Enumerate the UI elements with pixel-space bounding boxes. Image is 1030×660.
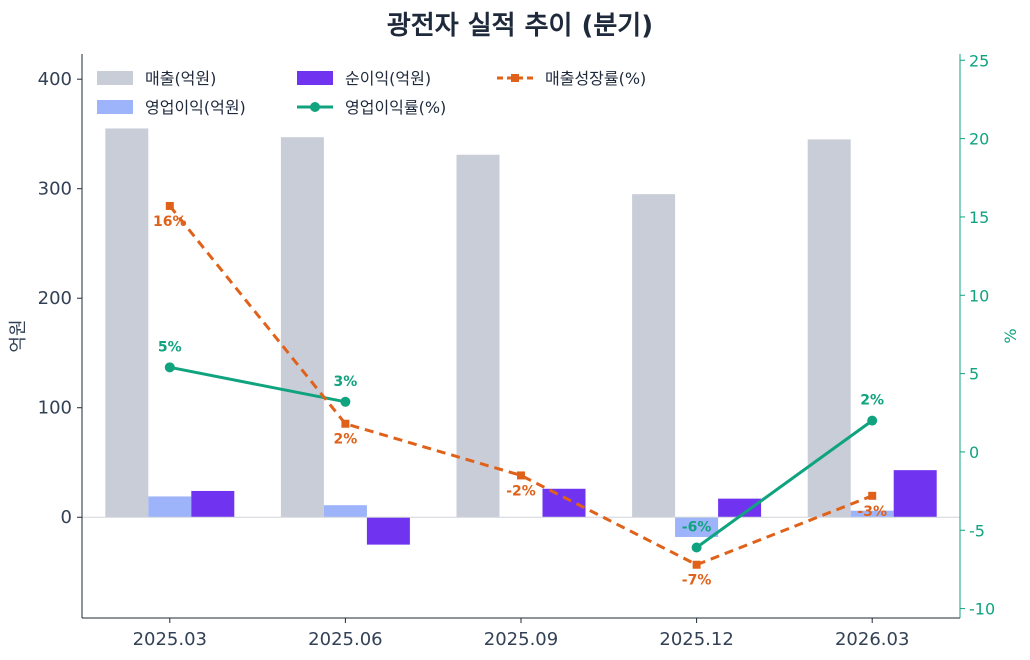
y-axis-left-label: 억원 [8, 319, 29, 352]
bar-revenue-1 [280, 137, 324, 518]
marker-op-margin-4 [867, 415, 878, 426]
marker-rev-growth-0 [165, 201, 174, 210]
marker-rev-growth-1 [341, 419, 350, 428]
legend-label-2: 순이익(억원) [345, 69, 431, 88]
legend-swatch-1 [97, 100, 133, 114]
bar-operating-profit-1 [323, 505, 367, 518]
y-axis-right-label: % [1001, 328, 1020, 343]
lines-layer [164, 201, 878, 569]
x-tick-label-0: 2025.03 [133, 629, 207, 650]
bar-revenue-0 [105, 128, 149, 518]
bar-net-income-1 [366, 517, 410, 545]
marker-rev-growth-2 [517, 471, 525, 480]
y-left-tick-label-4: 400 [38, 69, 72, 90]
legend-label-4: 매출성장률(%) [545, 69, 646, 88]
y-right-tick-label-1: -5 [969, 521, 985, 540]
bar-net-income-0 [191, 490, 235, 518]
legend-label-3: 영업이익률(%) [345, 98, 446, 117]
marker-op-margin-1 [340, 396, 351, 407]
line-rev-growth-segment-0 [168, 205, 873, 567]
data-label-op-margin-0: 5% [158, 339, 182, 355]
y-right-tick-label-4: 10 [969, 286, 989, 305]
marker-op-margin-0 [164, 362, 175, 373]
marker-rev-growth-3 [692, 560, 701, 569]
data-label-rev-growth-2: -2% [506, 483, 536, 499]
bar-operating-profit-4 [850, 510, 894, 518]
data-label-rev-growth-3: -7% [682, 573, 712, 589]
y-right-tick-label-3: 5 [969, 365, 979, 384]
bar-net-income-4 [893, 470, 937, 518]
line-op-margin-segment-1 [695, 419, 874, 549]
y-right-tick-label-7: 25 [969, 51, 989, 70]
data-label-rev-growth-0: 16% [153, 214, 187, 230]
data-label-op-margin-4: 2% [860, 393, 884, 409]
bar-revenue-2 [456, 154, 500, 518]
x-tick-label-4: 2026.03 [835, 629, 909, 650]
legend-marker-3 [310, 102, 320, 112]
data-label-op-margin-1: 3% [334, 374, 358, 390]
axes-layer: 0 100 200 300 400 -10 -5 0 5 10 15 20 25 2025.03 2025.… [8, 51, 1020, 650]
legend-swatch-0 [97, 71, 133, 85]
chart-title: 광전자 실적 추이 (분기) [387, 11, 653, 41]
legend-label-1: 영업이익(억원) [145, 98, 246, 117]
data-label-rev-growth-4: -3% [857, 504, 887, 520]
y-right-tick-label-5: 15 [969, 208, 989, 227]
y-right-tick-label-2: 0 [969, 443, 979, 462]
x-tick-label-3: 2025.12 [659, 629, 733, 650]
y-left-tick-label-0: 0 [61, 507, 72, 528]
data-label-rev-growth-1: 2% [334, 432, 358, 448]
bar-revenue-3 [632, 194, 676, 518]
y-right-tick-label-0: -10 [969, 600, 995, 619]
bar-net-income-2 [542, 488, 586, 518]
line-op-margin-segment-0 [169, 365, 346, 404]
marker-op-margin-3 [691, 542, 702, 553]
y-left-tick-label-1: 100 [38, 398, 72, 419]
y-right-tick-label-6: 20 [969, 130, 989, 149]
bars-layer [105, 128, 937, 545]
y-left-tick-label-3: 300 [38, 179, 72, 200]
data-label-op-margin-3: -6% [682, 520, 712, 536]
legend-swatch-2 [297, 71, 333, 85]
marker-rev-growth-4 [868, 491, 877, 500]
bar-revenue-4 [807, 139, 851, 518]
x-tick-label-2: 2025.09 [484, 629, 558, 650]
bar-operating-profit-3 [675, 517, 719, 537]
legend: 매출(억원) 영업이익(억원) 순이익(억원) 영업이익률(%) 매출성장률(%) [97, 69, 646, 117]
legend-label-0: 매출(억원) [145, 69, 216, 88]
legend-marker-4 [511, 74, 519, 82]
bar-operating-profit-0 [148, 496, 192, 518]
x-tick-label-1: 2025.06 [308, 629, 382, 650]
data-labels-layer: 5% 3% -6% 2% 16% 2% -2% -7% -3% [153, 214, 887, 589]
bar-net-income-3 [718, 498, 762, 518]
y-left-tick-label-2: 200 [38, 288, 72, 309]
